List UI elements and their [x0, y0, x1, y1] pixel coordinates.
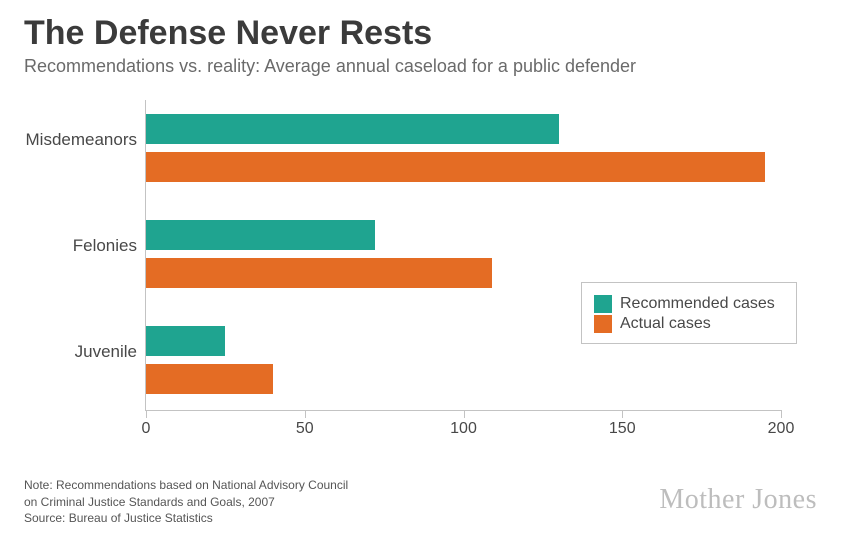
legend-label-actual: Actual cases	[620, 315, 711, 333]
legend-label-recommended: Recommended cases	[620, 295, 775, 313]
bar-juvenile-actual	[146, 364, 273, 394]
bar-misdemeanors-actual	[146, 152, 765, 182]
bar-felonies-recommended	[146, 220, 375, 250]
legend: Recommended cases Actual cases	[581, 282, 797, 344]
chart-card: The Defense Never Rests Recommendations …	[0, 0, 857, 544]
legend-item-recommended: Recommended cases	[594, 295, 784, 313]
bar-juvenile-recommended	[146, 326, 225, 356]
bar-felonies-actual	[146, 258, 492, 288]
xtick-line	[781, 410, 782, 418]
xtick-label: 200	[768, 420, 795, 438]
footnotes: Note: Recommendations based on National …	[24, 477, 348, 526]
chart-title: The Defense Never Rests	[24, 14, 432, 53]
y-label-misdemeanors: Misdemeanors	[0, 130, 137, 150]
xtick-label: 100	[450, 420, 477, 438]
plot-area: 0 50 100 150 200	[145, 100, 781, 411]
legend-swatch-actual	[594, 315, 612, 333]
xtick-line	[464, 410, 465, 418]
xtick-label: 50	[296, 420, 314, 438]
y-label-felonies: Felonies	[0, 236, 137, 256]
bar-misdemeanors-recommended	[146, 114, 559, 144]
legend-swatch-recommended	[594, 295, 612, 313]
xtick-line	[146, 410, 147, 418]
xtick-label: 0	[142, 420, 151, 438]
note-source: Source: Bureau of Justice Statistics	[24, 510, 348, 526]
xtick-label: 150	[609, 420, 636, 438]
chart-subtitle: Recommendations vs. reality: Average ann…	[24, 56, 636, 77]
y-label-juvenile: Juvenile	[0, 342, 137, 362]
legend-item-actual: Actual cases	[594, 315, 784, 333]
xtick-line	[622, 410, 623, 418]
brand-mark: Mother Jones	[659, 484, 817, 516]
xtick-line	[305, 410, 306, 418]
note-line2: on Criminal Justice Standards and Goals,…	[24, 494, 348, 510]
note-line1: Note: Recommendations based on National …	[24, 477, 348, 493]
